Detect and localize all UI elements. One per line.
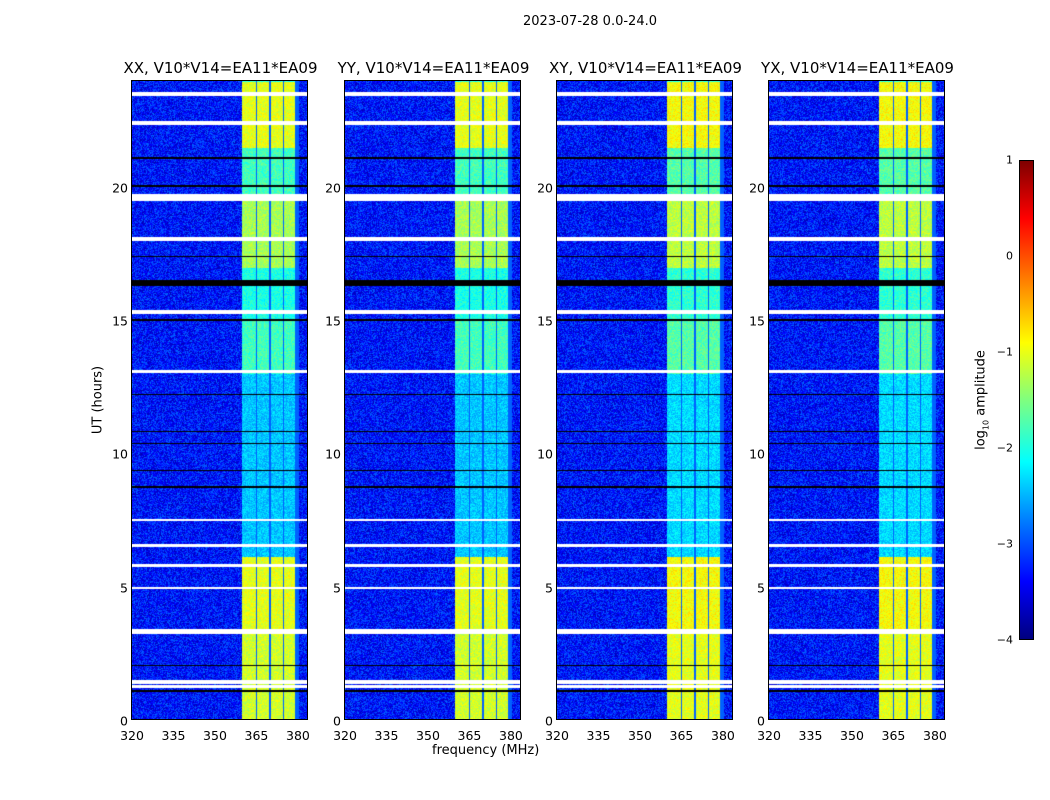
x-tick-label: 350 (416, 728, 440, 743)
y-tick-label: 10 (743, 447, 765, 462)
x-tick-label: 380 (499, 728, 523, 743)
y-tick-label: 0 (743, 714, 765, 729)
y-tick-label: 20 (106, 180, 128, 195)
heatmap-image (345, 81, 520, 719)
panel-2: XY, V10*V14=EA11*EA09 320 335 350 365 380 0 5 10… (556, 80, 733, 720)
x-tick-label: 320 (545, 728, 569, 743)
panel-1: YY, V10*V14=EA11*EA09 320 335 350 365 380 0 5 10… (344, 80, 521, 720)
panel-0: XX, V10*V14=EA11*EA09 320 335 350 365 380 0 5 10… (131, 80, 308, 720)
x-tick-label: 365 (670, 728, 694, 743)
y-tick-label: 5 (319, 580, 341, 595)
x-tick-label: 350 (840, 728, 864, 743)
x-tick-label: 320 (120, 728, 144, 743)
x-axis-label: frequency (MHz) (432, 743, 539, 758)
heatmap-image (769, 81, 944, 719)
y-tick-label: 15 (743, 314, 765, 329)
colorbar-tick-label: 0 (985, 250, 1013, 263)
y-axis-label: UT (hours) (91, 366, 106, 434)
y-tick-label: 5 (743, 580, 765, 595)
figure-title: 2023-07-28 0.0-24.0 (0, 14, 1050, 29)
x-tick-label: 320 (333, 728, 357, 743)
x-tick-label: 350 (628, 728, 652, 743)
y-tick-label: 10 (106, 447, 128, 462)
y-tick-label: 15 (531, 314, 553, 329)
x-tick-label: 335 (799, 728, 823, 743)
y-tick-label: 10 (531, 447, 553, 462)
colorbar-tick-label: −3 (985, 538, 1013, 551)
y-tick-label: 15 (319, 314, 341, 329)
x-tick-label: 380 (711, 728, 735, 743)
colorbar-tick-label: 1 (985, 154, 1013, 167)
y-tick-label: 0 (531, 714, 553, 729)
colorbar-label: log10 amplitude (974, 350, 991, 450)
y-tick-label: 20 (319, 180, 341, 195)
y-tick-label: 5 (531, 580, 553, 595)
x-tick-label: 350 (203, 728, 227, 743)
x-tick-label: 320 (757, 728, 781, 743)
x-tick-label: 335 (375, 728, 399, 743)
colorbar (1019, 160, 1034, 640)
y-tick-label: 20 (743, 180, 765, 195)
x-tick-label: 335 (587, 728, 611, 743)
figure: 2023-07-28 0.0-24.0 XX, V10*V14=EA11*EA0… (0, 0, 1050, 800)
heatmap-image (132, 81, 307, 719)
x-tick-label: 380 (286, 728, 310, 743)
colorbar-tick-label: −4 (985, 634, 1013, 647)
x-tick-label: 335 (162, 728, 186, 743)
y-tick-label: 20 (531, 180, 553, 195)
y-tick-label: 10 (319, 447, 341, 462)
x-tick-label: 365 (882, 728, 906, 743)
panel-3: YX, V10*V14=EA11*EA09 320 335 350 365 380 0 5 10… (768, 80, 945, 720)
y-tick-label: 5 (106, 580, 128, 595)
y-tick-label: 0 (106, 714, 128, 729)
x-tick-label: 365 (245, 728, 269, 743)
y-tick-label: 0 (319, 714, 341, 729)
heatmap-image (557, 81, 732, 719)
panel-title: YX, V10*V14=EA11*EA09 (729, 59, 986, 77)
x-tick-label: 365 (458, 728, 482, 743)
x-tick-label: 380 (923, 728, 947, 743)
y-tick-label: 15 (106, 314, 128, 329)
